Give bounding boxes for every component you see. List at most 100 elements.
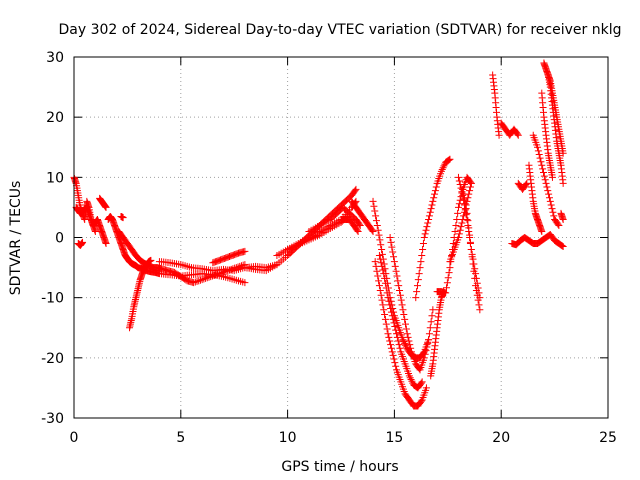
data-point bbox=[400, 311, 408, 319]
data-point bbox=[459, 185, 467, 193]
data-point bbox=[472, 286, 480, 294]
data-point bbox=[390, 258, 398, 266]
data-point bbox=[543, 183, 551, 191]
data-point bbox=[536, 154, 544, 162]
data-point bbox=[369, 197, 377, 205]
data-point bbox=[425, 330, 433, 338]
data-point bbox=[400, 338, 408, 346]
data-point bbox=[426, 324, 434, 332]
data-point bbox=[406, 374, 414, 382]
data-point bbox=[460, 196, 468, 204]
data-point bbox=[389, 351, 397, 359]
data-point bbox=[513, 130, 521, 138]
series-track-5 bbox=[104, 212, 249, 287]
data-point bbox=[405, 372, 413, 380]
data-point bbox=[401, 315, 409, 323]
data-point bbox=[387, 341, 395, 349]
data-point bbox=[383, 325, 391, 333]
data-point bbox=[455, 177, 463, 185]
data-point bbox=[375, 282, 383, 290]
data-point bbox=[373, 221, 381, 229]
series-track-31 bbox=[525, 161, 546, 235]
data-point bbox=[372, 262, 380, 270]
data-point bbox=[445, 269, 453, 277]
series-track-6 bbox=[115, 227, 249, 287]
data-point bbox=[376, 286, 384, 294]
y-tick-label: -10 bbox=[41, 291, 64, 307]
data-point bbox=[549, 208, 557, 216]
data-point bbox=[454, 209, 462, 217]
data-point bbox=[470, 267, 478, 275]
data-point bbox=[405, 337, 413, 345]
series-track-26 bbox=[459, 185, 484, 314]
data-point bbox=[386, 301, 394, 309]
data-point bbox=[473, 291, 481, 299]
data-point bbox=[467, 246, 475, 254]
grid bbox=[74, 57, 608, 418]
data-point bbox=[452, 221, 460, 229]
data-point bbox=[425, 336, 433, 344]
data-point bbox=[469, 260, 477, 268]
data-point bbox=[351, 187, 359, 195]
data-point bbox=[459, 191, 467, 199]
data-point bbox=[388, 348, 396, 356]
data-point bbox=[416, 264, 424, 272]
data-point bbox=[538, 227, 546, 235]
series-track-29 bbox=[508, 230, 567, 251]
data-point bbox=[402, 320, 410, 328]
y-tick-label: 30 bbox=[46, 50, 64, 66]
data-point bbox=[378, 262, 386, 270]
data-point bbox=[476, 306, 484, 314]
series-track-36 bbox=[557, 209, 567, 223]
x-axis-label: GPS time / hours bbox=[281, 459, 398, 475]
data-point bbox=[390, 355, 398, 363]
data-point bbox=[392, 326, 400, 334]
data-point bbox=[399, 306, 407, 314]
data-point bbox=[79, 238, 87, 246]
data-point bbox=[375, 277, 383, 285]
data-point bbox=[355, 220, 363, 228]
data-point bbox=[387, 304, 395, 312]
series-track-20 bbox=[386, 234, 437, 374]
data-point bbox=[389, 248, 397, 256]
data-point bbox=[428, 201, 436, 209]
data-point bbox=[446, 155, 454, 163]
y-axis-label: SDTVAR / TECUs bbox=[8, 181, 24, 296]
data-point bbox=[419, 240, 427, 248]
data-point bbox=[550, 212, 558, 220]
data-point bbox=[422, 384, 430, 392]
x-tick-label: 15 bbox=[385, 430, 403, 446]
data-point bbox=[451, 227, 459, 235]
data-point bbox=[442, 289, 450, 297]
data-point bbox=[430, 194, 438, 202]
x-tick-label: 5 bbox=[176, 430, 185, 446]
data-point bbox=[495, 131, 503, 139]
data-point bbox=[408, 377, 416, 385]
data-point bbox=[395, 282, 403, 290]
data-point bbox=[352, 185, 360, 193]
x-tick-label: 20 bbox=[492, 430, 510, 446]
data-point bbox=[547, 201, 555, 209]
data-point bbox=[378, 250, 386, 258]
data-point bbox=[466, 238, 474, 246]
data-point bbox=[198, 276, 206, 284]
data-point bbox=[381, 274, 389, 282]
series-track-30 bbox=[514, 179, 531, 193]
data-point bbox=[394, 277, 402, 285]
y-tick-label: -20 bbox=[41, 351, 64, 367]
series-track-27 bbox=[489, 71, 503, 139]
data-point bbox=[468, 253, 476, 261]
data-point bbox=[383, 289, 391, 297]
data-point bbox=[454, 173, 462, 181]
data-point bbox=[534, 143, 542, 151]
data-point bbox=[428, 312, 436, 320]
data-point bbox=[423, 343, 431, 351]
data-point bbox=[381, 311, 389, 319]
data-point bbox=[373, 267, 381, 275]
data-point bbox=[461, 200, 469, 208]
data-point bbox=[376, 236, 384, 244]
data-point bbox=[395, 341, 403, 349]
data-point bbox=[390, 319, 398, 327]
axis-ticks: 0 5 10 15 20 25 -30 -20 -10 0 10 20 30 bbox=[41, 50, 617, 446]
data-point bbox=[229, 265, 237, 273]
